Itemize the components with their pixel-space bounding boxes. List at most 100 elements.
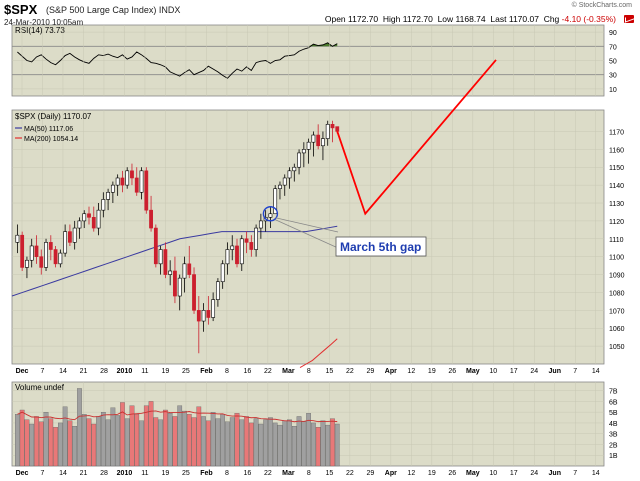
price-tick-label: 1170 xyxy=(609,129,624,136)
volume-bar xyxy=(48,418,54,467)
volume-bar xyxy=(38,421,44,467)
x-tick-label: 8 xyxy=(225,368,229,375)
volume-bar xyxy=(139,420,144,467)
chg-value: -4.10 (-0.35%) xyxy=(561,14,616,24)
x-tick-label: 10 xyxy=(489,470,497,477)
x-tick-label: 14 xyxy=(592,368,600,375)
x-tick-label: 14 xyxy=(592,470,600,477)
candle-body xyxy=(177,277,182,297)
index-name: (S&P 500 Large Cap Index) INDX xyxy=(46,5,180,15)
candle-body xyxy=(196,310,201,322)
candle-body xyxy=(306,141,311,150)
x-tick-label: 11 xyxy=(141,470,148,477)
candle-body xyxy=(158,249,163,265)
candle-body xyxy=(325,124,330,139)
volume-bar xyxy=(196,406,202,467)
exchange-label: INDX xyxy=(158,5,181,15)
volume-bar xyxy=(277,424,283,467)
candle-body xyxy=(44,242,48,268)
rsi-tick-label: 70 xyxy=(609,44,617,51)
x-tick-label: 8 xyxy=(307,470,311,477)
volume-bar xyxy=(72,426,78,467)
volume-bar xyxy=(86,418,92,467)
annotation-pointer xyxy=(275,219,339,249)
candle-body xyxy=(77,220,82,229)
email-icon[interactable] xyxy=(624,15,634,23)
x-tick-label: 17 xyxy=(510,368,518,375)
volume-bar xyxy=(15,414,20,467)
candle-body xyxy=(254,227,258,250)
volume-bar xyxy=(62,406,68,467)
price-tick-label: 1090 xyxy=(609,273,625,280)
candle-body xyxy=(120,177,125,186)
rsi-line xyxy=(17,42,338,79)
candle-body xyxy=(244,238,249,243)
rsi-tick-label: 10 xyxy=(609,87,617,94)
volume-bar xyxy=(225,421,230,467)
volume-bar xyxy=(105,419,111,467)
volume-bar xyxy=(229,417,235,467)
price-tick-label: 1060 xyxy=(609,326,625,333)
price-tick-label: 1110 xyxy=(609,237,624,244)
x-tick-label: 15 xyxy=(325,470,333,477)
candle-body xyxy=(82,213,87,222)
candle-body xyxy=(206,310,211,318)
candle-body xyxy=(311,134,316,143)
candle-body xyxy=(230,245,235,250)
volume-bar xyxy=(311,422,316,467)
x-tick-label: 19 xyxy=(428,368,436,375)
volume-tick-label: 4B xyxy=(609,421,618,428)
volume-bar xyxy=(167,413,173,467)
volume-bar xyxy=(77,388,82,467)
candle-body xyxy=(201,310,206,322)
volume-bar xyxy=(306,413,311,467)
gap-circle xyxy=(262,206,279,222)
volume-bar xyxy=(287,419,292,467)
x-tick-label: 24 xyxy=(530,368,538,375)
candle-body xyxy=(330,124,335,129)
candle-body xyxy=(220,263,225,283)
x-tick-label: 8 xyxy=(225,470,229,477)
volume-tick-label: 5B xyxy=(609,410,618,417)
volume-bar xyxy=(153,417,159,467)
x-tick-label: 2010 xyxy=(117,470,133,477)
x-tick-label: Apr xyxy=(385,368,397,375)
volume-bar xyxy=(115,415,120,467)
volume-bar xyxy=(120,402,125,467)
price-panel xyxy=(11,109,605,365)
volume-bar xyxy=(191,417,197,467)
x-tick-label: 25 xyxy=(182,470,190,477)
rsi-title: RSI(14) 73.73 xyxy=(15,26,65,35)
x-tick-label: 24 xyxy=(530,470,538,477)
x-tick-label: 26 xyxy=(448,470,456,477)
volume-bar xyxy=(291,426,297,467)
x-tick-label: May xyxy=(466,368,480,375)
annotation-text: March 5th gap xyxy=(340,240,421,254)
x-tick-label: 7 xyxy=(573,368,577,375)
price-tick-label: 1100 xyxy=(609,255,624,262)
volume-bar xyxy=(210,412,216,467)
x-tick-label: 19 xyxy=(162,368,170,375)
volume-bar xyxy=(263,419,268,467)
volume-tick-label: 1B xyxy=(609,453,618,460)
volume-bar xyxy=(129,405,135,467)
price-tick-label: 1080 xyxy=(609,290,625,297)
x-tick-label: 17 xyxy=(510,470,518,477)
candle-body xyxy=(273,188,278,215)
volume-bar xyxy=(81,414,87,467)
ma200-line xyxy=(299,338,338,369)
candle-body xyxy=(87,213,91,218)
volume-bar xyxy=(91,423,97,467)
candle-body xyxy=(29,245,34,261)
candle-body xyxy=(20,234,25,268)
projection-line xyxy=(336,59,497,216)
price-tick-label: 1150 xyxy=(609,165,624,172)
volume-bar xyxy=(301,421,307,467)
candle-body xyxy=(15,234,20,243)
candle-body xyxy=(239,238,244,265)
x-tick-label: Mar xyxy=(282,368,295,375)
volume-bar xyxy=(158,419,163,467)
volume-bar xyxy=(325,424,331,467)
volume-bar xyxy=(24,419,30,467)
